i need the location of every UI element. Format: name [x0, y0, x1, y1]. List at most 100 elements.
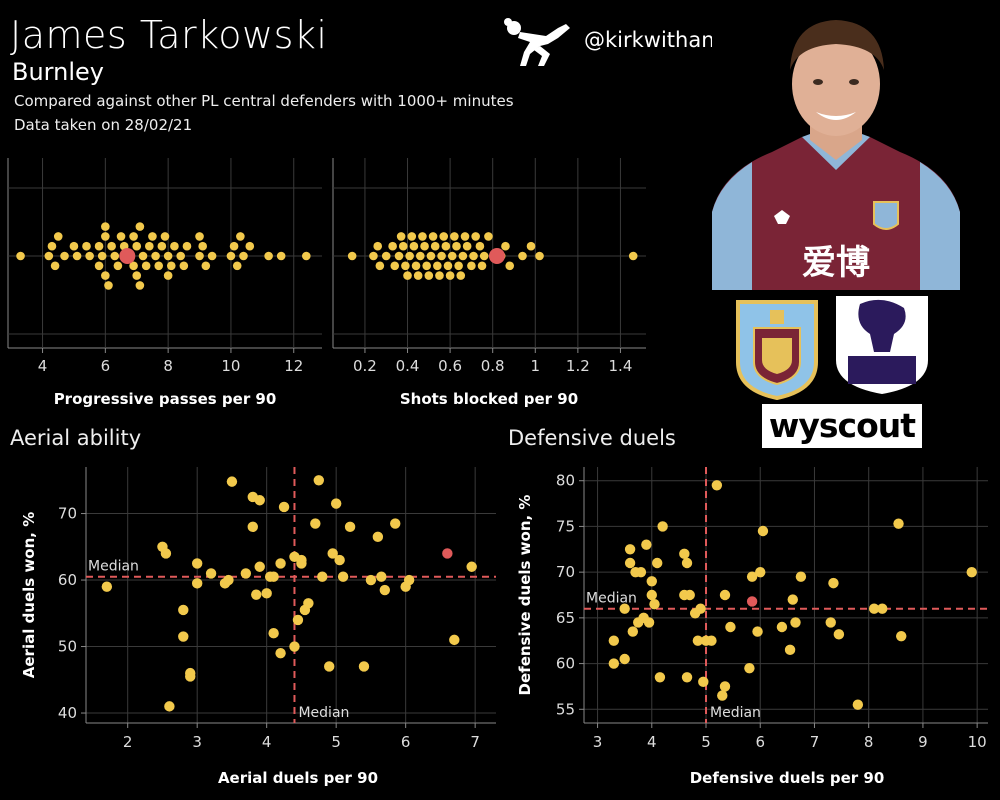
data-point	[681, 557, 693, 569]
data-point	[441, 241, 451, 251]
data-point	[101, 232, 110, 241]
data-point	[394, 251, 404, 261]
data-point	[407, 232, 417, 241]
data-point	[505, 261, 515, 271]
data-point	[684, 589, 695, 601]
data-point	[327, 548, 338, 559]
data-point	[418, 232, 427, 241]
y-tick-label: 60	[58, 571, 77, 589]
data-point	[469, 251, 478, 261]
y-axis-label: Defensive duels won, %	[516, 495, 534, 696]
data-point	[47, 241, 57, 251]
twitter-handle: @kirkwithane	[584, 28, 728, 52]
data-point	[157, 241, 167, 251]
data-point	[420, 241, 429, 251]
data-point	[452, 241, 461, 251]
x-tick-label: 0.2	[353, 357, 377, 375]
data-point	[479, 251, 489, 261]
data-point	[868, 603, 880, 614]
data-point	[828, 577, 839, 589]
x-tick-label: 1.2	[566, 357, 590, 375]
data-point	[82, 241, 91, 251]
data-point	[535, 251, 544, 261]
data-point	[268, 571, 279, 582]
data-point	[101, 222, 110, 231]
data-point	[289, 641, 300, 652]
tick-labels: 3 4 5 6 7 8 9 10 55 60 65 70 75 80	[556, 472, 987, 751]
data-point	[390, 518, 401, 529]
data-point	[893, 518, 904, 529]
data-point	[347, 251, 357, 261]
points	[16, 222, 311, 290]
y-tick-label: 65	[556, 609, 575, 627]
data-point	[398, 241, 408, 251]
data-point	[101, 581, 113, 592]
data-point	[372, 531, 384, 543]
data-point	[711, 480, 723, 491]
data-point	[198, 241, 207, 251]
data-point	[163, 271, 173, 280]
data-point	[254, 495, 265, 506]
data-point	[635, 566, 647, 578]
data-point	[303, 598, 314, 609]
x-tick-label: 5	[331, 733, 341, 751]
data-point	[428, 232, 438, 241]
data-point	[376, 571, 387, 582]
data-point	[302, 251, 311, 261]
data-point	[501, 241, 510, 251]
aerial-scatter-chart: Median Median 2 3 4 5 6 7 40 50 60 70 Aerial duels…	[20, 467, 496, 787]
grid	[579, 467, 988, 728]
data-point	[160, 548, 172, 559]
progressive-passes-chart: 4 6 8 10 12 Progressive passes per 90	[7, 158, 322, 408]
data-point	[471, 232, 480, 241]
data-point	[450, 232, 459, 241]
highlight-point	[119, 248, 136, 264]
data-point	[154, 261, 164, 271]
data-point	[379, 584, 391, 596]
data-point	[526, 241, 536, 251]
data-point	[456, 271, 466, 280]
median-lines: Median Median	[86, 467, 496, 723]
y-tick-label: 40	[58, 704, 77, 722]
data-point	[50, 261, 60, 271]
comparison-note: Compared against other PL central defend…	[14, 92, 514, 110]
data-point	[784, 644, 796, 656]
y-tick-label: 75	[556, 517, 575, 535]
data-point	[107, 241, 116, 251]
data-point	[744, 662, 755, 674]
x-axis-label: Aerial duels per 90	[218, 769, 378, 787]
data-point	[240, 568, 252, 579]
data-point	[226, 251, 236, 261]
data-point	[317, 571, 328, 582]
data-point	[896, 630, 907, 642]
data-point	[375, 261, 385, 271]
data-point	[652, 557, 663, 569]
data-point	[207, 251, 217, 261]
data-point	[654, 672, 666, 683]
data-point	[166, 261, 176, 271]
data-point	[646, 576, 657, 587]
data-point	[53, 232, 63, 241]
x-tick-label: 10	[221, 357, 240, 375]
data-point	[433, 261, 442, 271]
data-point	[113, 261, 123, 271]
data-point	[60, 251, 69, 261]
data-point	[795, 571, 807, 582]
data-point	[477, 261, 487, 271]
x-axis-label: Progressive passes per 90	[54, 390, 277, 408]
data-point	[445, 271, 455, 280]
x-tick-label: 8	[864, 733, 874, 751]
data-point	[179, 261, 189, 271]
data-point	[627, 626, 639, 637]
x-axis-label: Defensive duels per 90	[690, 769, 885, 787]
data-point	[176, 251, 185, 261]
data-point	[261, 588, 272, 599]
data-point	[460, 232, 470, 241]
median-label-horizontal: Median	[586, 591, 637, 607]
data-point	[330, 498, 342, 509]
x-tick-label: 9	[918, 733, 928, 751]
data-date-note: Data taken on 28/02/21	[14, 116, 193, 134]
grid	[81, 467, 496, 728]
data-point	[337, 571, 349, 582]
x-tick-label: 0.4	[396, 357, 420, 375]
